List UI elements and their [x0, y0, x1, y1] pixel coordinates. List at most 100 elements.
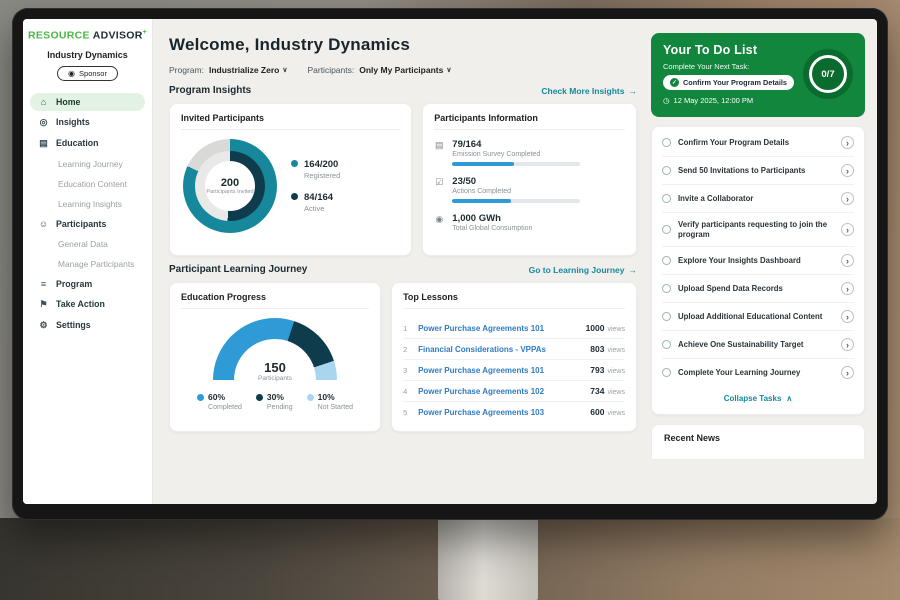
- sidebar-item-label: Education Content: [58, 178, 127, 189]
- task-checkbox[interactable]: [662, 256, 671, 266]
- chevron-right-icon[interactable]: ›: [841, 136, 854, 149]
- main-content: Welcome, Industry Dynamics Program: Indu…: [153, 19, 649, 504]
- chevron-down-icon: ∨: [282, 67, 288, 74]
- lesson-link[interactable]: Power Purchase Agreements 101: [418, 323, 545, 333]
- lesson-link[interactable]: Power Purchase Agreements 103: [418, 407, 545, 417]
- sidebar: RESOURCE ADVISOR+ Industry Dynamics ◉ Sp…: [23, 19, 153, 504]
- insights-icon: ◎: [39, 116, 48, 127]
- task-checkbox[interactable]: [662, 284, 671, 294]
- chevron-right-icon[interactable]: ›: [841, 282, 854, 296]
- sidebar-item-education-content[interactable]: Education Content: [30, 175, 145, 193]
- education-gauge-chart: 150 Participants: [213, 318, 338, 382]
- stat-value: 79/164: [452, 139, 482, 150]
- sidebar-item-learning-journey[interactable]: Learning Journey: [30, 155, 145, 173]
- sidebar-item-take-action[interactable]: ⚑ Take Action: [30, 295, 145, 314]
- lesson-link[interactable]: Financial Considerations - VPPAs: [418, 344, 546, 354]
- sidebar-item-label: Participants: [56, 218, 107, 229]
- sidebar-item-label: Take Action: [56, 299, 105, 309]
- sidebar-item-label: Education: [56, 138, 99, 148]
- donut-center: 200 Participants Invited: [205, 161, 255, 211]
- task-checkbox[interactable]: [662, 194, 671, 203]
- sidebar-item-learning-insights[interactable]: Learning Insights: [30, 195, 145, 213]
- task-item[interactable]: Achieve One Sustainability Target ›: [662, 331, 854, 360]
- donut-legend: 164/200 Registered 84/164 Active: [291, 159, 340, 213]
- section-title: Participant Learning Journey: [169, 264, 308, 275]
- task-item[interactable]: Upload Additional Educational Content ›: [662, 303, 854, 332]
- home-icon: ⌂: [40, 96, 47, 107]
- lesson-link[interactable]: Power Purchase Agreements 101: [418, 365, 545, 375]
- pending-dot-icon: [255, 393, 263, 401]
- participants-dropdown[interactable]: Only My Participants ∨: [359, 65, 452, 75]
- org-name: Industry Dynamics: [47, 49, 128, 60]
- task-checkbox[interactable]: [662, 166, 671, 175]
- lesson-rank: 3: [403, 365, 408, 375]
- go-to-learning-journey-link[interactable]: Go to Learning Journey →: [528, 264, 637, 275]
- task-checkbox[interactable]: [662, 312, 671, 322]
- task-item[interactable]: Complete Your Learning Journey ›: [662, 359, 854, 386]
- collapse-tasks-link[interactable]: Collapse Tasks ∧: [723, 394, 793, 404]
- next-task-pill[interactable]: ✓ Confirm Your Program Details: [663, 75, 794, 90]
- survey-icon: ▤: [435, 140, 444, 150]
- donut-inner-ring: 200 Participants Invited: [195, 151, 265, 221]
- chevron-right-icon[interactable]: ›: [841, 223, 854, 237]
- program-insights-header: Program Insights Check More Insights →: [169, 85, 637, 96]
- sidebar-item-label: Home: [56, 96, 81, 107]
- registered-value: 164/200: [304, 159, 339, 170]
- chevron-right-icon[interactable]: ›: [841, 192, 854, 205]
- sidebar-item-settings[interactable]: ⚙ Settings: [30, 316, 145, 335]
- chevron-right-icon[interactable]: ›: [841, 164, 854, 177]
- lesson-row: 1 Power Purchase Agreements 101 1000 view…: [403, 318, 625, 339]
- sidebar-item-general-data[interactable]: General Data: [30, 235, 145, 253]
- card-title: Participants Information: [434, 113, 625, 130]
- stat-value: 23/50: [452, 176, 477, 187]
- chevron-right-icon[interactable]: ›: [841, 338, 854, 352]
- stat-actions-completed: ☑ 23/50 Actions Completed: [434, 176, 625, 203]
- task-checkbox[interactable]: [662, 225, 671, 235]
- recent-news-title: Recent News: [664, 433, 721, 444]
- chevron-right-icon[interactable]: ›: [841, 254, 854, 268]
- task-item[interactable]: Verify participants requesting to join t…: [662, 213, 854, 248]
- clock-icon: ◷: [663, 96, 670, 105]
- sidebar-item-insights[interactable]: ◎ Insights: [30, 113, 145, 132]
- top-lessons-card: Top Lessons 1 Power Purchase Agreements …: [391, 282, 637, 432]
- task-item[interactable]: Explore Your Insights Dashboard ›: [662, 247, 854, 276]
- card-title: Education Progress: [181, 292, 370, 309]
- participants-filter: Participants: Only My Participants ∨: [307, 65, 451, 75]
- lesson-link[interactable]: Power Purchase Agreements 102: [418, 386, 545, 396]
- task-checkbox[interactable]: [662, 368, 671, 378]
- not-started-dot-icon: [306, 393, 314, 401]
- sidebar-item-participants[interactable]: ☺ Participants: [30, 215, 145, 233]
- learning-journey-header: Participant Learning Journey Go to Learn…: [169, 264, 637, 275]
- stat-label: Actions Completed: [452, 188, 512, 195]
- filters-bar: Program: Industrialize Zero ∨ Participan…: [169, 65, 637, 75]
- chevron-right-icon[interactable]: ›: [841, 310, 854, 324]
- sidebar-item-label: Settings: [56, 320, 91, 330]
- sidebar-item-program[interactable]: ≡ Program: [30, 275, 145, 293]
- todo-panel: Your To Do List Complete Your Next Task:…: [649, 19, 877, 504]
- sidebar-item-home[interactable]: ⌂ Home: [30, 92, 145, 111]
- task-item[interactable]: Confirm Your Program Details ›: [662, 129, 854, 157]
- take-action-icon: ⚑: [39, 298, 48, 309]
- lesson-row: 4 Power Purchase Agreements 102 734 views: [403, 381, 625, 402]
- task-checkbox[interactable]: [662, 340, 671, 350]
- chevron-right-icon[interactable]: ›: [841, 366, 854, 380]
- sponsor-badge-label: Sponsor: [79, 68, 107, 78]
- gauge-value: 150: [264, 360, 286, 375]
- sidebar-item-education[interactable]: ▤ Education: [30, 134, 145, 153]
- education-icon: ▤: [39, 137, 48, 148]
- task-item[interactable]: Invite a Collaborator ›: [662, 185, 854, 213]
- check-more-insights-link[interactable]: Check More Insights →: [541, 85, 637, 96]
- task-item[interactable]: Upload Spend Data Records ›: [662, 275, 854, 304]
- section-title: Program Insights: [169, 85, 252, 96]
- lesson-row: 3 Power Purchase Agreements 101 793 views: [403, 360, 625, 381]
- program-filter: Program: Industrialize Zero ∨: [169, 65, 287, 75]
- task-checkbox[interactable]: [662, 138, 671, 147]
- next-task-due: ◷ 12 May 2025, 12:00 PM: [663, 96, 754, 105]
- monitor-stand: [438, 512, 538, 600]
- active-dot-icon: [291, 193, 298, 200]
- program-dropdown[interactable]: Industrialize Zero ∨: [208, 65, 288, 75]
- task-item[interactable]: Send 50 Invitations to Participants ›: [662, 157, 854, 185]
- sidebar-item-manage-participants[interactable]: Manage Participants: [30, 255, 145, 273]
- lesson-row: 2 Financial Considerations - VPPAs 803 vi…: [403, 339, 625, 360]
- sidebar-item-label: General Data: [58, 238, 108, 249]
